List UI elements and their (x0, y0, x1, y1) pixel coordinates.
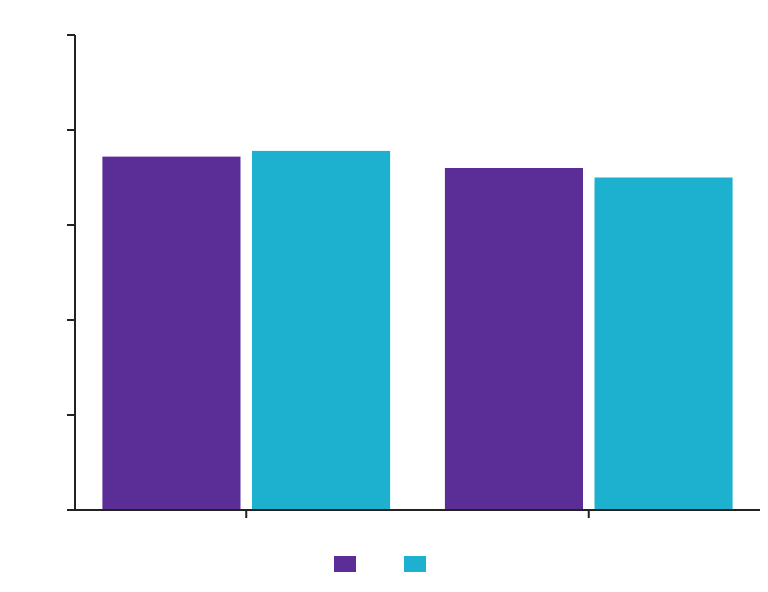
legend (0, 556, 768, 572)
bar-series-b-group-2 (595, 178, 733, 511)
bar-series-a-group-1 (102, 157, 240, 510)
bar-series-a-group-2 (445, 168, 583, 510)
bar-series-b-group-1 (252, 151, 390, 510)
legend-item-series-a (334, 556, 364, 572)
legend-swatch (404, 556, 426, 572)
chart-svg (0, 0, 768, 592)
bar-chart (0, 0, 768, 592)
legend-swatch (334, 556, 356, 572)
legend-item-series-b (404, 556, 434, 572)
